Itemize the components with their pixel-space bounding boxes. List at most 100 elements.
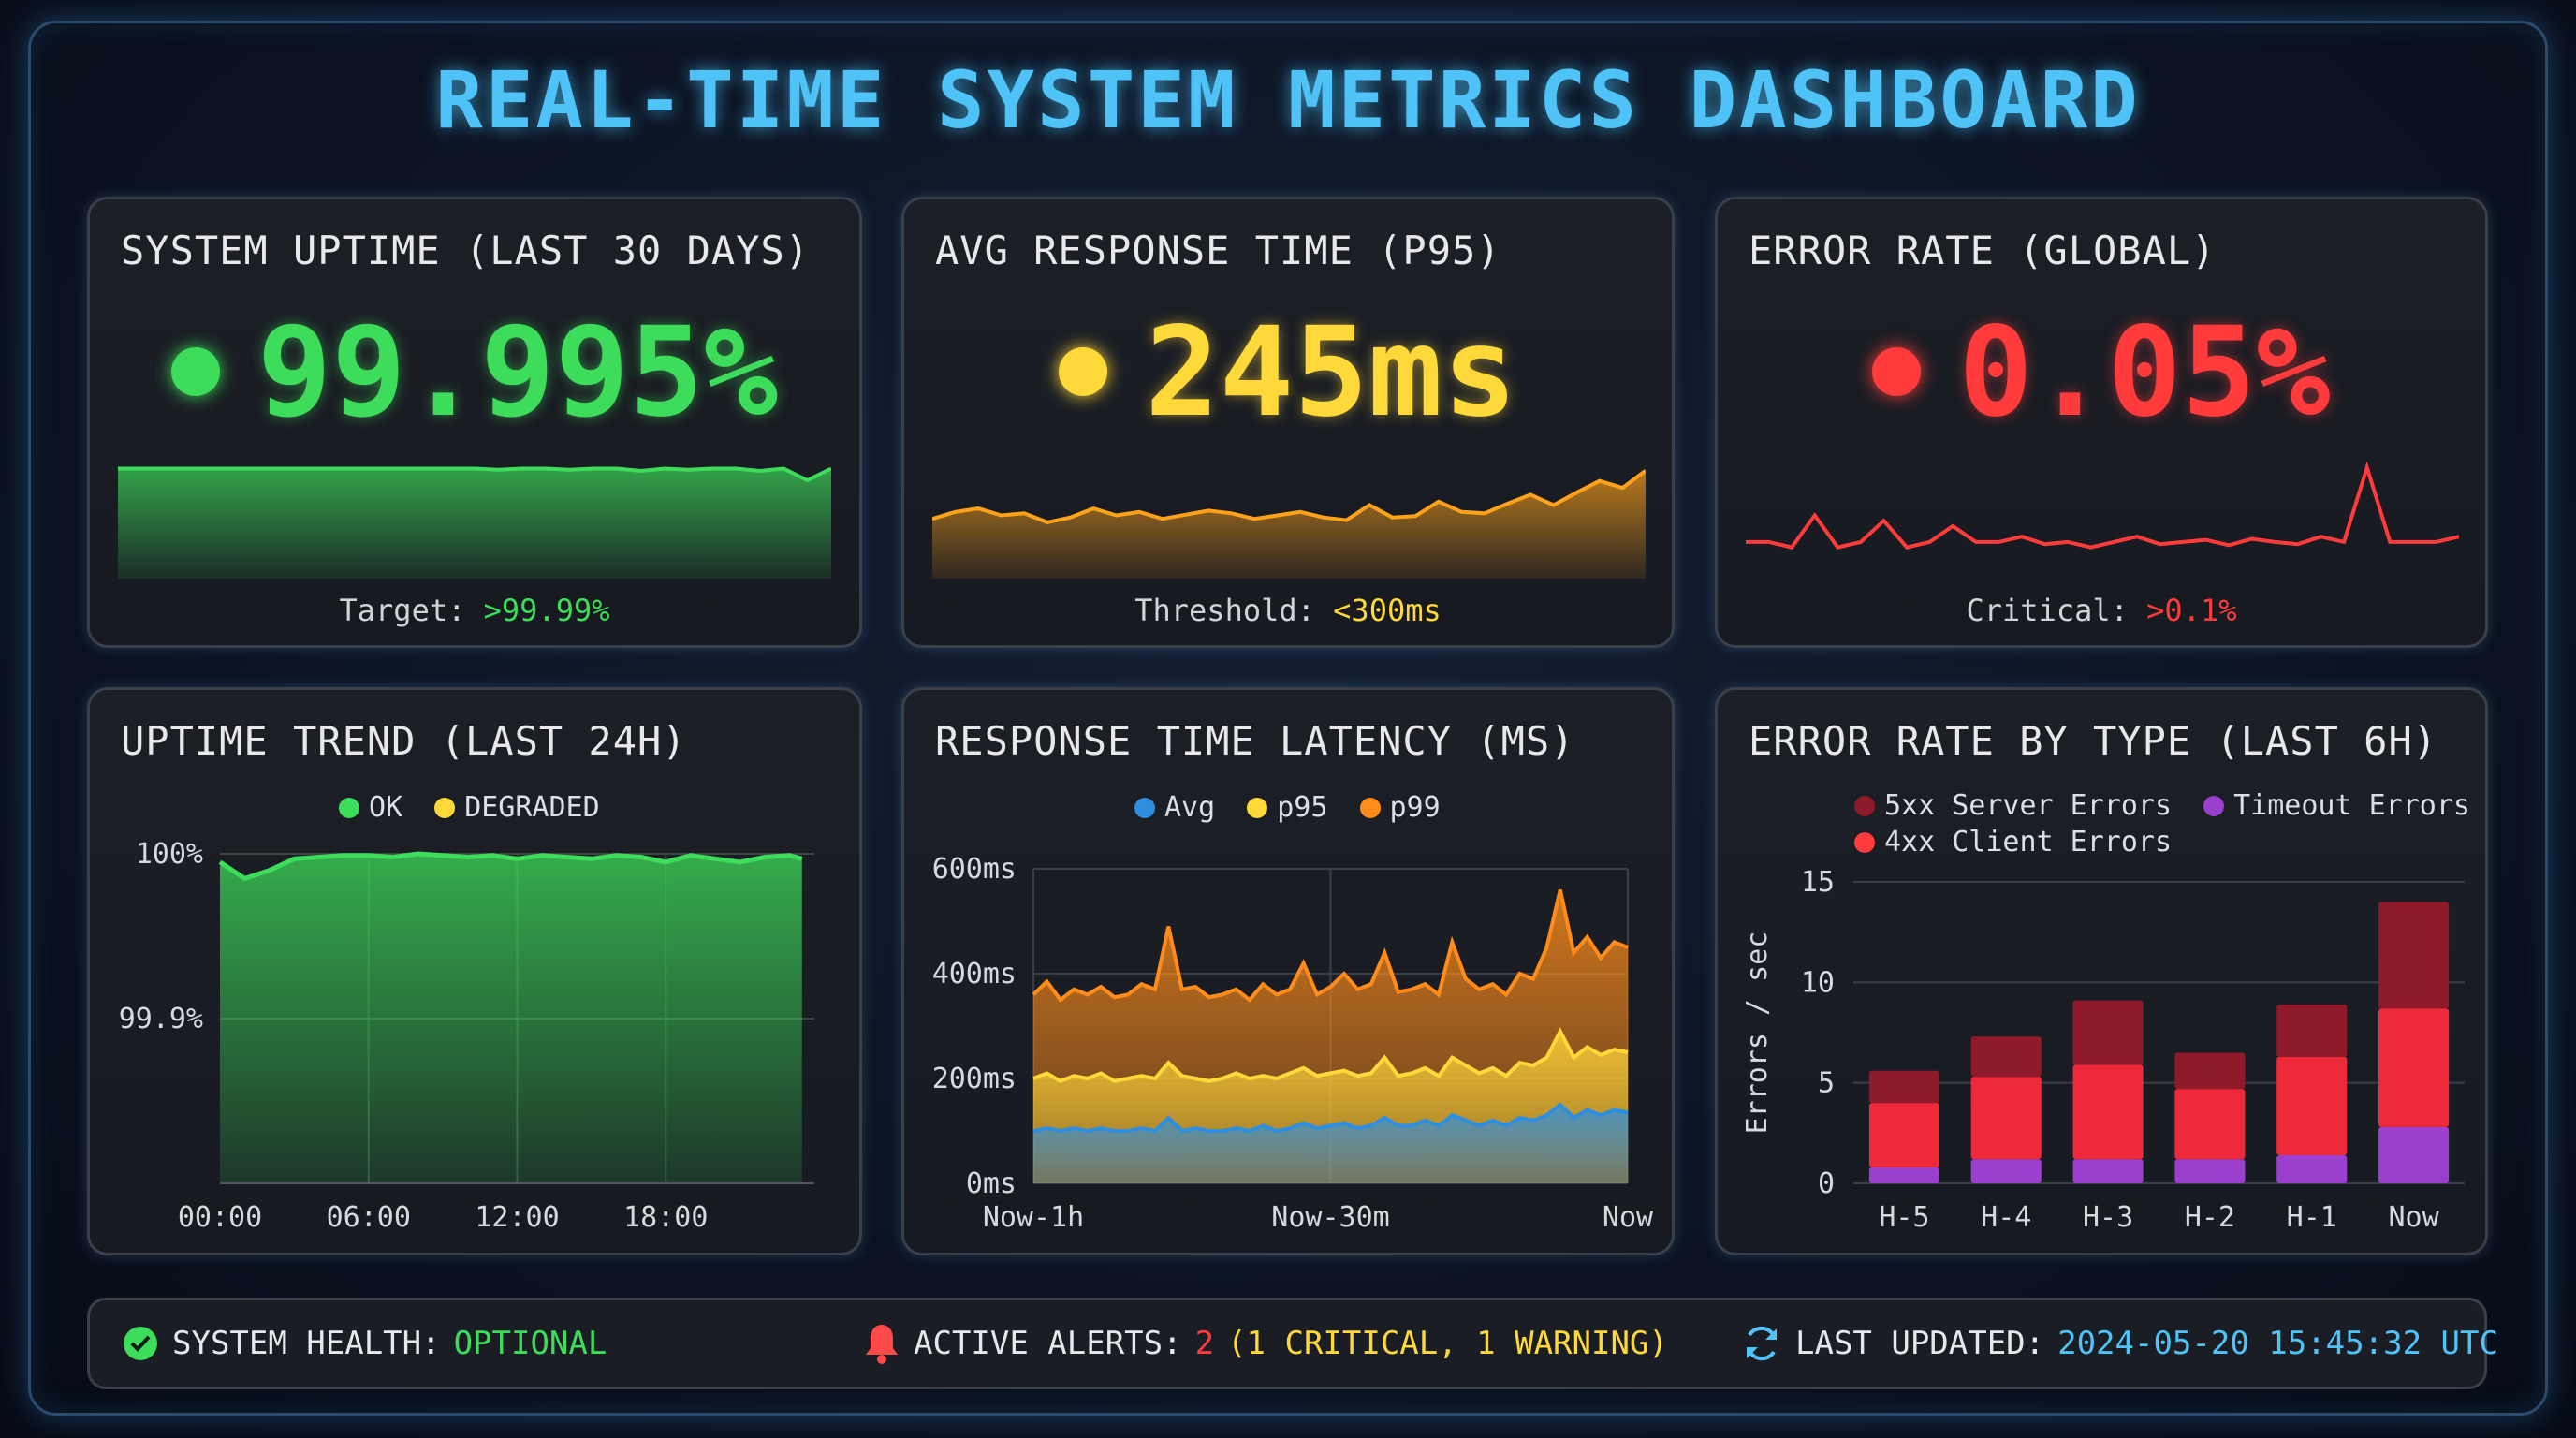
y-tick-label: 100% [136, 838, 203, 871]
x-tick-label: H-5 [1879, 1201, 1929, 1234]
updated-value: 2024-05-20 15:45:32 UTC [2057, 1325, 2498, 1362]
bar-segment-4xx [2276, 1056, 2348, 1155]
x-tick-label: H-2 [2185, 1201, 2235, 1234]
sparkline-line [118, 466, 831, 483]
bar-segment-timeout [1868, 1167, 1939, 1183]
sparkline-line [932, 469, 1646, 524]
response-kpi-card: AVG RESPONSE TIME (P95) 245ms Threshold:… [901, 197, 1675, 648]
bar-segment-timeout [2378, 1126, 2450, 1183]
status-dot-icon [170, 346, 220, 396]
bar-segment-5xx [2174, 1052, 2246, 1090]
y-tick-label: 99.9% [119, 1003, 203, 1035]
system-health: SYSTEM HEALTH: OPTIONAL [122, 1325, 607, 1362]
uptime-sparkline [118, 466, 831, 579]
kpi-value: 99.995% [90, 301, 859, 445]
chart-legend: Avg p95 p99 [1120, 791, 1441, 824]
legend-p95-icon [1247, 798, 1268, 818]
x-tick-label: Now-30m [1271, 1201, 1389, 1234]
alerts-label: ACTIVE ALERTS: [914, 1325, 1182, 1362]
y-tick-label: 15 [1801, 866, 1835, 899]
legend-4xx-icon [1854, 832, 1875, 853]
legend-degraded-icon [434, 798, 456, 818]
kpi-caption: Threshold: <300ms [904, 593, 1672, 628]
bell-icon [866, 1325, 898, 1364]
error-kpi-card: ERROR RATE (GLOBAL) 0.05% Critical: >0.1… [1715, 197, 2488, 648]
legend-p99-icon [1359, 798, 1381, 818]
y-tick-label: 0ms [966, 1167, 1017, 1200]
legend-label: Avg [1164, 791, 1216, 824]
card-title: AVG RESPONSE TIME (P95) [935, 227, 1501, 273]
errors-by-type-card: ERROR RATE BY TYPE (LAST 6H) 5xx Server … [1715, 687, 2488, 1255]
legend-avg-icon [1134, 798, 1155, 818]
series-line-avg [1032, 1102, 1629, 1134]
legend-label: Timeout Errors [2233, 789, 2470, 822]
y-tick-label: 400ms [932, 958, 1017, 990]
bar-segment-timeout [2276, 1154, 2348, 1183]
caption-label: Critical: [1966, 593, 2129, 628]
bar-segment-4xx [2174, 1089, 2246, 1160]
errors-by-type-chart: 0 5 10 15 Errors / sec H-5 H-4 H-3 H-2 H-1 Now [1741, 866, 2465, 1234]
bar-segment-timeout [2072, 1159, 2144, 1183]
caption-value: <300ms [1333, 593, 1442, 628]
updated-label: LAST UPDATED: [1795, 1325, 2045, 1362]
x-tick-label: 00:00 [178, 1201, 262, 1234]
page-title: REAL-TIME SYSTEM METRICS DASHBOARD [435, 54, 2141, 146]
kpi-value-text: 0.05% [1958, 301, 2331, 445]
x-tick-label: 18:00 [623, 1201, 708, 1234]
chart-legend: 5xx Server Errors Timeout Errors 4xx Cli… [1839, 787, 2470, 860]
card-title: UPTIME TREND (LAST 24H) [121, 718, 687, 764]
y-tick-label: 10 [1801, 966, 1835, 999]
sparkline-line [1746, 461, 2459, 550]
x-tick-label: Now [2388, 1201, 2439, 1234]
last-updated: LAST UPDATED: 2024-05-20 15:45:32 UTC [1741, 1323, 2498, 1364]
status-dot-icon [1059, 346, 1108, 396]
uptime-area [220, 854, 802, 1183]
legend-label: OK [369, 791, 403, 824]
card-title: ERROR RATE BY TYPE (LAST 6H) [1749, 718, 2438, 764]
kpi-caption: Critical: >0.1% [1718, 593, 2485, 628]
legend-label: 5xx Server Errors [1884, 789, 2173, 822]
bar-segment-5xx [2378, 902, 2450, 1009]
legend-label: p95 [1277, 791, 1328, 824]
legend-ok-icon [339, 798, 359, 818]
caption-label: Threshold: [1134, 593, 1315, 628]
sparkline-area [932, 470, 1646, 579]
active-alerts[interactable]: ACTIVE ALERTS: 2 (1 CRITICAL, 1 WARNING) [863, 1322, 1668, 1365]
series-line-p95 [1032, 1027, 1629, 1084]
legend-label: DEGRADED [464, 791, 600, 824]
x-tick-label: Now-1h [983, 1201, 1084, 1234]
bar-segment-4xx [1868, 1103, 1939, 1167]
bar-segment-4xx [2072, 1064, 2144, 1160]
status-dot-icon [1872, 346, 1922, 396]
series-line-p99 [1032, 888, 1629, 1003]
bar-segment-5xx [2276, 1004, 2348, 1057]
bar-segment-5xx [1868, 1070, 1939, 1104]
card-title: SYSTEM UPTIME (LAST 30 DAYS) [121, 227, 811, 273]
y-tick-label: 600ms [932, 853, 1017, 886]
caption-value: >0.1% [2146, 593, 2237, 628]
x-tick-label: Now [1603, 1201, 1654, 1234]
status-bar: SYSTEM HEALTH: OPTIONAL ACTIVE ALERTS: 2… [87, 1298, 2498, 1389]
refresh-icon[interactable] [1741, 1323, 1782, 1364]
health-label: SYSTEM HEALTH: [172, 1325, 441, 1362]
y-tick-label: 5 [1818, 1067, 1835, 1100]
x-tick-label: 06:00 [327, 1201, 411, 1234]
caption-label: Target: [339, 593, 466, 628]
alerts-count: 2 [1194, 1325, 1215, 1362]
x-tick-label: H-3 [2083, 1201, 2133, 1234]
bar-segment-5xx [2072, 1000, 2144, 1065]
legend-label: 4xx Client Errors [1884, 826, 2173, 858]
card-title: RESPONSE TIME LATENCY (MS) [935, 718, 1575, 764]
kpi-value: 245ms [904, 301, 1672, 445]
kpi-value-text: 99.995% [256, 301, 779, 445]
x-tick-label: 12:00 [475, 1201, 559, 1234]
y-tick-label: 0 [1818, 1167, 1835, 1200]
x-tick-label: H-4 [1981, 1201, 2031, 1234]
caption-value: >99.99% [483, 593, 610, 628]
error-sparkline [1746, 461, 2459, 550]
response-sparkline [932, 469, 1646, 579]
bar-segment-timeout [1970, 1159, 2042, 1183]
series-area-avg [1033, 1105, 1628, 1183]
bar-segment-4xx [1970, 1077, 2042, 1160]
